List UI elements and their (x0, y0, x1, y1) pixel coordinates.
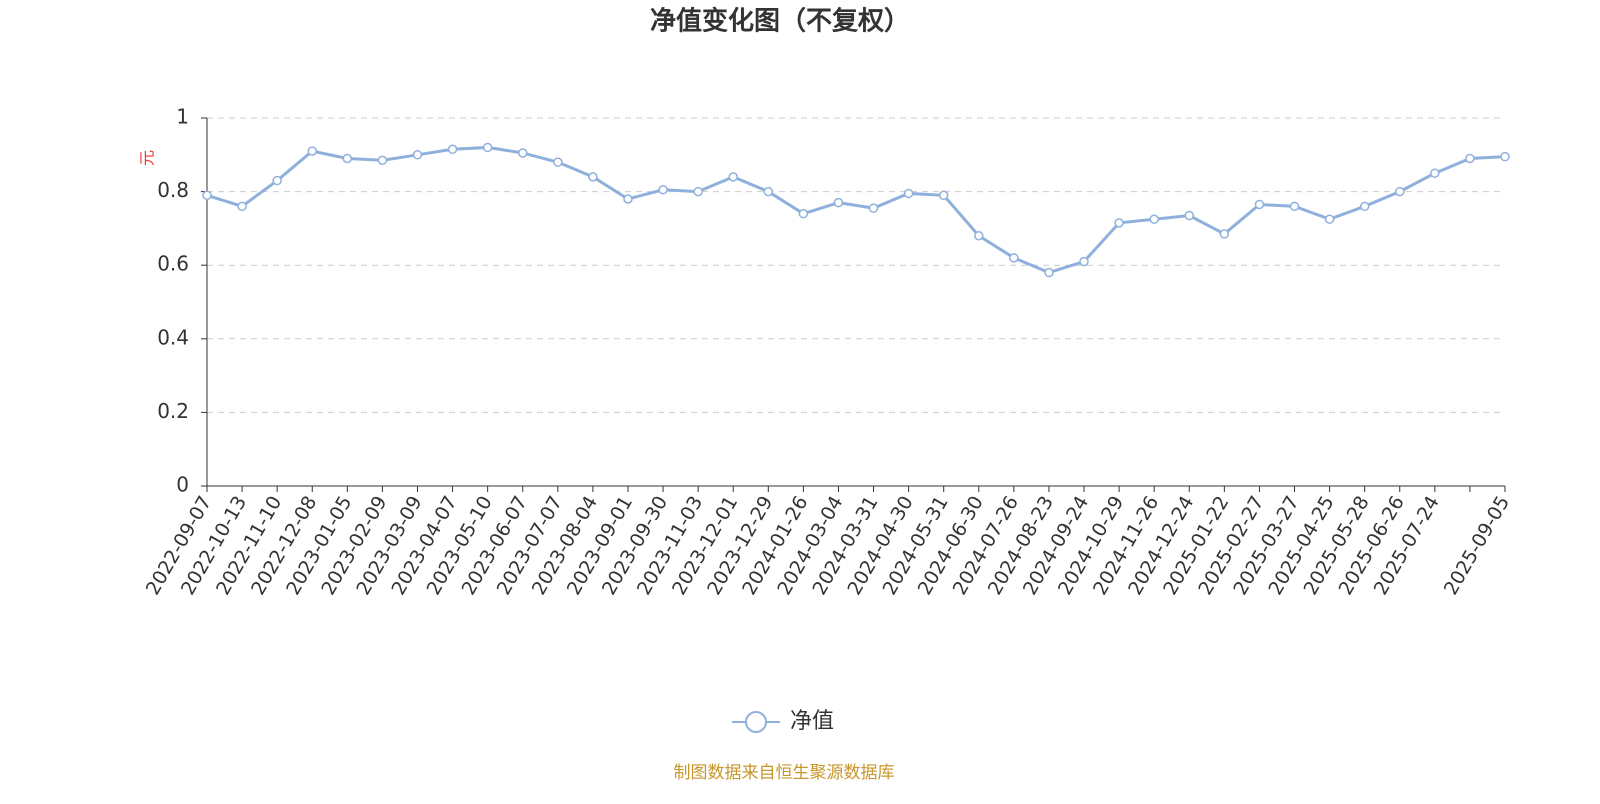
point (447, 144, 458, 155)
point (728, 172, 738, 182)
point (798, 208, 809, 219)
series-line (206, 145, 1506, 275)
point (1324, 214, 1335, 224)
point (377, 155, 388, 166)
y-axis-label: 元 (138, 150, 157, 166)
point (1114, 218, 1124, 228)
y-tick-label: 0.8 (157, 178, 189, 202)
point (1465, 153, 1475, 164)
point (482, 142, 493, 153)
point (1219, 229, 1230, 239)
x-tick-label: 2025-09-05 (1440, 492, 1514, 599)
point (1149, 214, 1159, 224)
point (1044, 267, 1054, 278)
point (1184, 210, 1195, 221)
point (833, 197, 844, 208)
point (553, 157, 563, 167)
y-tick-label: 0.6 (157, 252, 189, 276)
point (1079, 256, 1089, 267)
point (868, 203, 879, 213)
point (342, 153, 353, 164)
point (202, 190, 212, 201)
y-tick-label: 0 (176, 473, 189, 497)
point (517, 148, 528, 158)
point (1009, 253, 1019, 263)
point (763, 186, 774, 197)
y-tick-label: 0.2 (157, 399, 189, 423)
point (1289, 201, 1300, 212)
point (903, 188, 914, 199)
point (623, 194, 633, 204)
chart-title: 净值变化图（不复权） (650, 6, 910, 37)
y-tick-label: 0.4 (157, 325, 189, 349)
point (1254, 199, 1265, 210)
point (1430, 168, 1440, 178)
y-tick-label: 1 (176, 105, 189, 129)
point (1395, 186, 1405, 197)
point (974, 231, 984, 241)
point (693, 186, 703, 197)
point (1359, 201, 1370, 212)
point (588, 172, 598, 182)
source-note: 制图数据来自恒生聚源数据库 (674, 763, 895, 783)
point (938, 190, 949, 201)
point (1500, 151, 1510, 162)
point (658, 185, 668, 195)
point (237, 201, 247, 212)
legend-marker (745, 711, 767, 733)
legend-label: 净值 (790, 709, 834, 734)
point (272, 175, 282, 186)
point (412, 150, 423, 160)
point (307, 146, 317, 156)
